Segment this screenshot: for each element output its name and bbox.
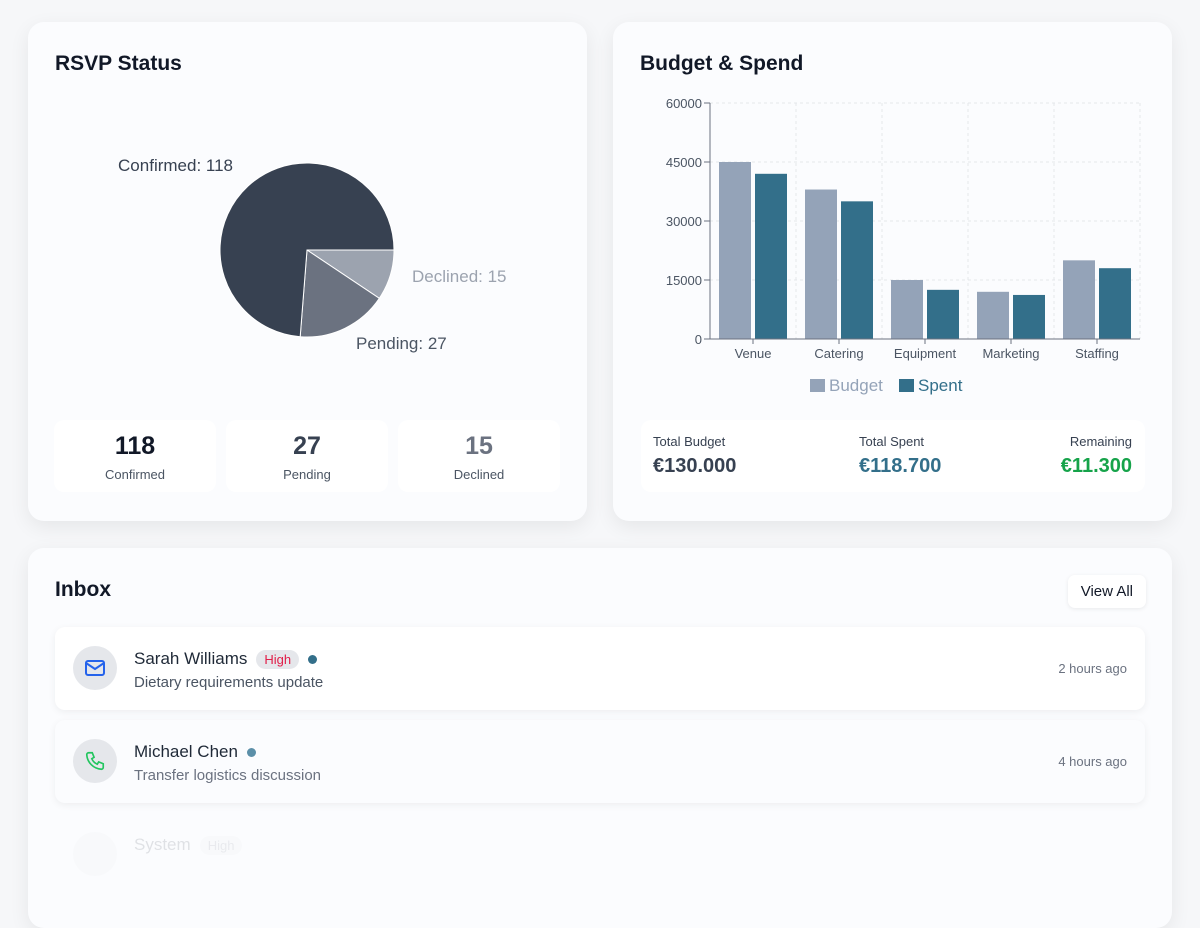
bar-spent-marketing [1013,294,1045,339]
total-label: Total Spent [859,434,925,449]
bar-budget-equipment [891,280,923,339]
legend-label-spent: Spent [918,376,963,395]
x-tick-label: Marketing [982,346,1039,361]
stat-value: 15 [465,432,493,460]
inbox-item[interactable]: System High [55,813,1145,896]
stat-confirmed: 118 Confirmed [54,420,216,492]
inbox-card: Inbox View All Sarah Williams High Dietar… [28,548,1172,928]
bar-budget-marketing [977,291,1009,339]
bar-spent-catering [841,201,873,339]
stat-value: 27 [293,432,321,460]
message-subject: Dietary requirements update [134,674,324,691]
pie-slice-confirmed [219,162,395,338]
inbox-item[interactable]: Michael Chen Transfer logistics discussi… [55,720,1145,803]
total-spent: Total Spent €118.700 [859,434,941,478]
total-remaining: Remaining €11.300 [1061,434,1132,478]
bar-budget-venue [719,162,751,339]
inbox-item[interactable]: Sarah Williams High Dietary requirements … [55,627,1145,710]
stat-declined: 15 Declined [398,420,560,492]
sender-name: System [134,835,191,854]
budget-bar-chart: 0 15000 30000 45000 60000 Venue Catering Equipm… [666,96,1141,395]
legend-swatch-spent [899,379,914,392]
total-budget: Total Budget €130.000 [653,434,736,478]
unread-dot [308,654,318,664]
pie-label-confirmed: Confirmed: 118 [118,156,233,175]
stat-label: Confirmed [105,467,165,482]
sender-name: Michael Chen [134,742,238,761]
total-value: €11.300 [1060,455,1132,477]
priority-badge: High [199,835,243,855]
budget-title: Budget & Spend [640,52,804,75]
bar-spent-equipment [927,289,959,339]
legend-label-budget: Budget [829,376,883,395]
y-tick-label: 45000 [666,155,702,170]
totals-panel [641,420,1145,492]
y-tick-label: 0 [695,332,702,347]
phone-icon [73,739,117,783]
x-tick-label: Equipment [894,346,957,361]
pie-label-declined: Declined: 15 [412,267,507,286]
stat-label: Pending [283,467,331,482]
message-time: 4 hours ago [1058,754,1127,769]
stat-value: 118 [114,432,156,460]
y-tick-label: 60000 [666,96,702,111]
priority-badge: High [256,649,300,669]
bar-budget-staffing [1063,260,1095,339]
message-subject: Transfer logistics discussion [134,767,322,784]
rsvp-pie-chart: Declined: 15 Pending: 27 Confirmed: 118 [118,156,507,353]
rsvp-title: RSVP Status [55,52,182,75]
legend-swatch-budget [810,379,825,392]
total-label: Total Budget [653,434,726,449]
view-all-button[interactable]: View All [1067,575,1146,608]
rsvp-card: RSVP Status Declined: 15 Pending: 27 Confi… [28,22,587,521]
mail-icon [73,646,117,690]
pie-label-pending: Pending: 27 [356,334,447,353]
budget-card: Budget & Spend 0 15000 30000 45000 60000 Venu… [613,22,1172,521]
message-time: 2 hours ago [1058,661,1127,676]
total-label: Remaining [1069,434,1132,449]
bar-spent-staffing [1099,268,1131,339]
y-tick-label: 30000 [666,214,702,229]
total-value: €118.700 [859,455,942,477]
x-tick-label: Catering [814,346,863,361]
unread-dot [246,747,256,757]
x-tick-label: Venue [735,346,772,361]
bar-spent-venue [755,173,787,339]
stat-pending: 27 Pending [226,420,388,492]
total-value: €130.000 [653,455,737,477]
pie-slice-pending [299,249,381,338]
sender-name: Sarah Williams [134,649,248,668]
x-tick-label: Staffing [1075,346,1119,361]
inbox-title: Inbox [55,578,111,601]
y-tick-label: 15000 [666,273,702,288]
bar-budget-catering [805,189,837,339]
stat-label: Declined [453,467,505,482]
system-icon [73,832,117,876]
